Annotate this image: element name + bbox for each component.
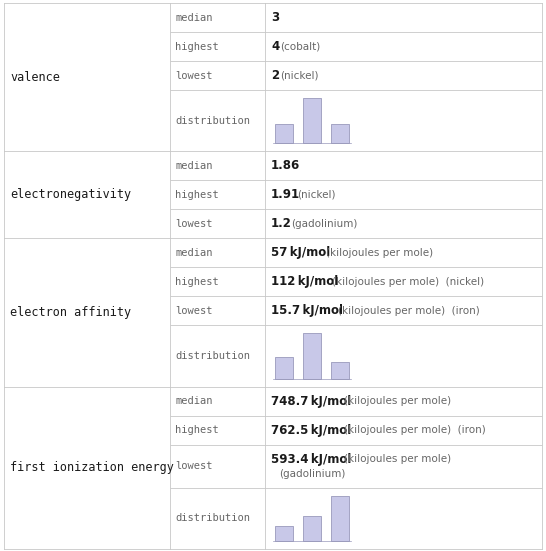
Text: highest: highest xyxy=(175,277,219,287)
Text: valence: valence xyxy=(10,71,60,84)
Text: 748.7 kJ/mol: 748.7 kJ/mol xyxy=(271,395,351,408)
Text: 15.7 kJ/mol: 15.7 kJ/mol xyxy=(271,305,343,317)
Bar xyxy=(275,125,293,143)
Text: highest: highest xyxy=(175,425,219,435)
Text: distribution: distribution xyxy=(175,116,250,126)
Text: lowest: lowest xyxy=(175,219,212,229)
Text: 593.4 kJ/mol: 593.4 kJ/mol xyxy=(271,453,352,466)
Text: distribution: distribution xyxy=(175,514,250,523)
Text: 57 kJ/mol: 57 kJ/mol xyxy=(271,246,330,260)
Text: (kilojoules per mole): (kilojoules per mole) xyxy=(326,248,434,258)
Text: median: median xyxy=(175,13,212,23)
Bar xyxy=(303,516,321,541)
Text: (kilojoules per mole): (kilojoules per mole) xyxy=(343,396,451,407)
Text: (kilojoules per mole)  (iron): (kilojoules per mole) (iron) xyxy=(338,306,479,316)
Bar xyxy=(331,495,349,541)
Text: highest: highest xyxy=(175,41,219,51)
Text: lowest: lowest xyxy=(175,71,212,80)
Text: lowest: lowest xyxy=(175,306,212,316)
Text: 1.91: 1.91 xyxy=(271,188,300,202)
Text: 762.5 kJ/mol: 762.5 kJ/mol xyxy=(271,424,351,437)
Text: (nickel): (nickel) xyxy=(297,190,336,200)
Text: (kilojoules per mole): (kilojoules per mole) xyxy=(343,454,451,464)
Text: electronegativity: electronegativity xyxy=(10,188,131,202)
Text: 1.2: 1.2 xyxy=(271,218,292,230)
Text: distribution: distribution xyxy=(175,351,250,361)
Text: (nickel): (nickel) xyxy=(280,71,318,80)
Bar xyxy=(275,357,293,379)
Bar xyxy=(331,125,349,143)
Bar xyxy=(303,333,321,379)
Text: highest: highest xyxy=(175,190,219,200)
Text: electron affinity: electron affinity xyxy=(10,306,131,319)
Text: lowest: lowest xyxy=(175,461,212,471)
Text: (kilojoules per mole)  (iron): (kilojoules per mole) (iron) xyxy=(343,425,485,435)
Text: median: median xyxy=(175,248,212,258)
Bar xyxy=(303,98,321,143)
Text: (gadolinium): (gadolinium) xyxy=(279,469,346,479)
Text: (cobalt): (cobalt) xyxy=(280,41,320,51)
Text: (gadolinium): (gadolinium) xyxy=(292,219,358,229)
Text: 2: 2 xyxy=(271,69,279,82)
Text: median: median xyxy=(175,161,212,171)
Text: (kilojoules per mole)  (nickel): (kilojoules per mole) (nickel) xyxy=(332,277,484,287)
Text: first ionization energy: first ionization energy xyxy=(10,461,174,474)
Bar xyxy=(331,361,349,379)
Text: 1.86: 1.86 xyxy=(271,159,300,172)
Bar xyxy=(275,526,293,541)
Text: 3: 3 xyxy=(271,11,279,24)
Text: 112 kJ/mol: 112 kJ/mol xyxy=(271,276,339,289)
Text: 4: 4 xyxy=(271,40,279,53)
Text: median: median xyxy=(175,396,212,407)
